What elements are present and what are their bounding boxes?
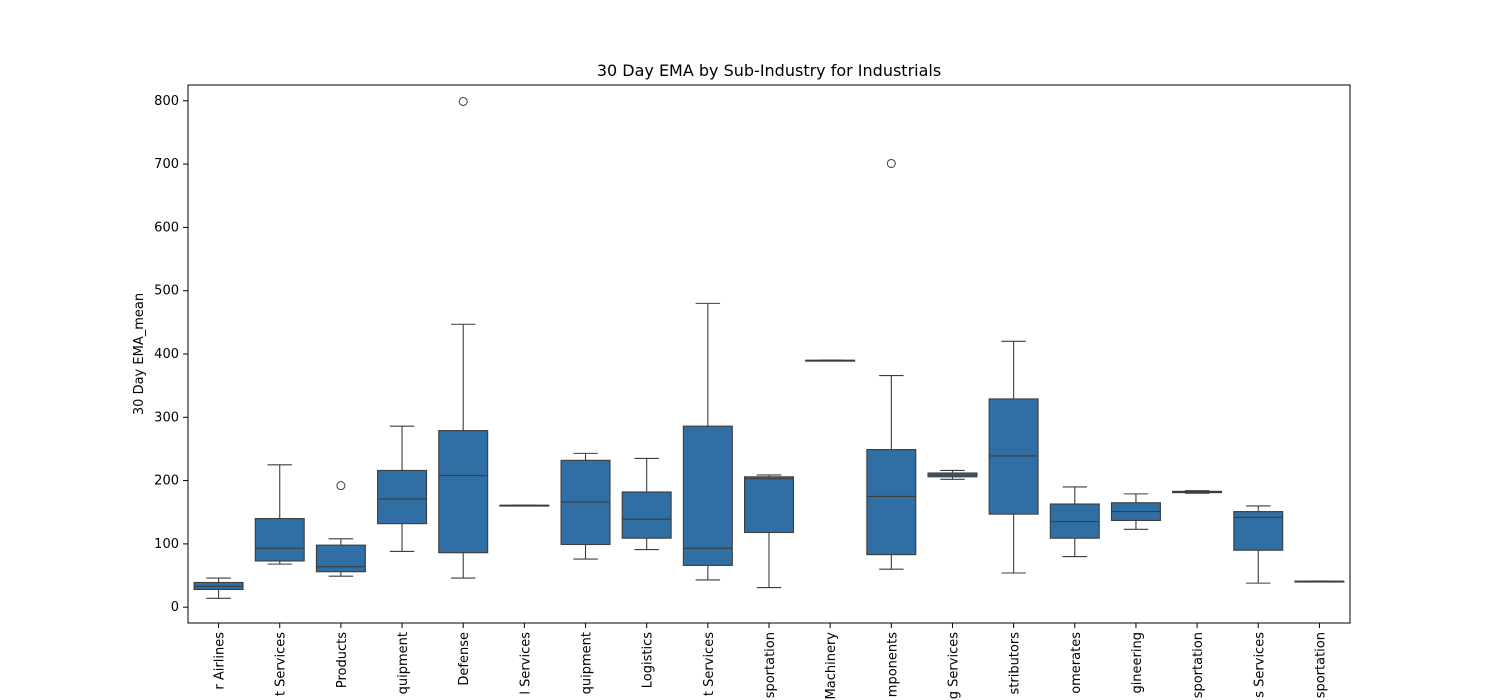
box-group [1294, 580, 1345, 583]
x-tick-label: gineering [1130, 632, 1145, 694]
box-group [805, 359, 856, 362]
y-tick-label: 500 [154, 284, 179, 299]
y-tick-label: 200 [154, 474, 179, 489]
box-group [560, 452, 611, 560]
y-tick-label: 0 [171, 600, 179, 615]
box-rect [1049, 503, 1100, 539]
chart-title: 30 Day EMA by Sub-Industry for Industria… [597, 61, 941, 80]
y-tick-label: 700 [154, 157, 179, 172]
box-rect [682, 425, 733, 566]
x-tick-label: Defense [457, 632, 472, 686]
x-tick-label: sportation [1313, 632, 1328, 698]
y-tick-label: 400 [154, 347, 179, 362]
x-tick-label: t Services [274, 632, 289, 696]
x-tick-label: g Services [946, 632, 961, 699]
x-tick-label: r Airlines [213, 632, 228, 690]
outlier-point [886, 158, 896, 168]
box-rect [254, 518, 305, 562]
box-group [866, 158, 917, 570]
y-tick-label: 800 [154, 94, 179, 109]
x-tick-label: t Services [702, 632, 717, 696]
box-group [438, 96, 489, 579]
y-tick-label: 600 [154, 220, 179, 235]
box-group [254, 464, 305, 565]
box-group [1172, 490, 1223, 494]
outlier-point [336, 481, 346, 491]
x-tick-label: mponents [885, 632, 900, 697]
box-group [1110, 493, 1161, 530]
x-tick-label: l Services [518, 632, 533, 695]
y-tick-label: 300 [154, 410, 179, 425]
box-group [927, 469, 978, 480]
y-axis-label: 30 Day EMA_mean [132, 293, 147, 415]
box-rect [621, 491, 672, 539]
box-rect [743, 476, 795, 534]
box-group [315, 481, 366, 577]
box-group [377, 425, 428, 553]
x-tick-label: quipment [580, 632, 595, 694]
x-tick-label: stributors [1008, 632, 1023, 695]
box-group [743, 474, 795, 589]
x-tick-label: Products [335, 632, 350, 688]
box-group [193, 577, 244, 599]
box-group [682, 302, 733, 581]
x-axis: r Airlines t Services Products quipment Defe… [213, 623, 1328, 700]
x-tick-label: Logistics [641, 632, 656, 688]
box-rect [315, 544, 366, 573]
box-rect [988, 398, 1039, 515]
x-tick-label: Machinery [824, 632, 839, 700]
box-group [1049, 486, 1100, 558]
box-group [1233, 505, 1284, 584]
box-rect [1233, 511, 1284, 551]
plot-area [193, 96, 1345, 599]
box-group [621, 457, 672, 551]
x-tick-label: sportation [1191, 632, 1206, 698]
x-tick-label: omerates [1069, 632, 1084, 694]
x-tick-label: quipment [396, 632, 411, 694]
box-group [499, 504, 550, 507]
box-group [988, 340, 1039, 574]
box-rect [438, 430, 489, 554]
x-tick-label: s Services [1252, 632, 1267, 698]
box-rect [866, 449, 917, 556]
plot-frame [187, 84, 1351, 624]
outlier-point [458, 96, 468, 106]
box-rect [377, 469, 428, 525]
y-axis: 0 100 200 300 400 500 600 700 800 [154, 94, 188, 615]
x-tick-label: sportation [763, 632, 778, 698]
y-tick-label: 100 [154, 537, 179, 552]
